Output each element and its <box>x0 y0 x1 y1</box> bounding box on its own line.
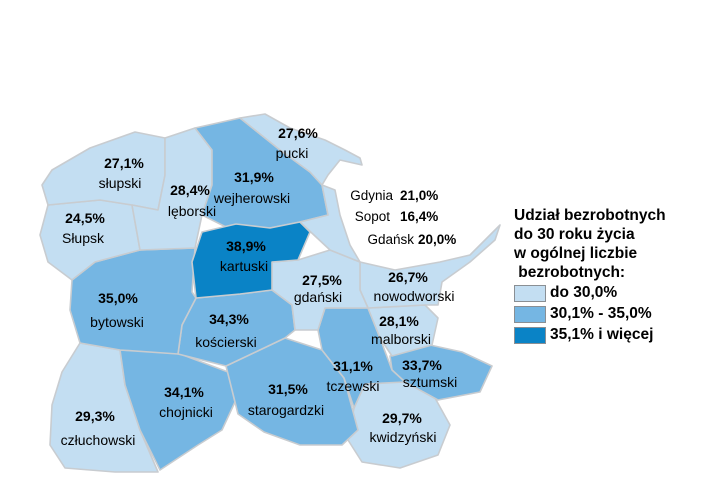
legend-swatch-level3 <box>514 326 546 344</box>
name-bytowski: bytowski <box>90 314 144 330</box>
legend-item: do 30,0% <box>514 283 704 303</box>
value-wejherowski: 31,9% <box>234 169 274 185</box>
region-pucki <box>239 113 363 186</box>
city-name-gdynia: Gdynia <box>350 188 393 203</box>
value-starogardzki: 31,5% <box>268 381 308 397</box>
value-slupsk: 24,5% <box>65 210 105 226</box>
city-name-sopot: Sopot <box>355 209 391 224</box>
value-bytowski: 35,0% <box>98 290 138 306</box>
value-czluchowski: 29,3% <box>75 408 115 424</box>
city-value-gdynia: 21,0% <box>400 188 438 203</box>
name-malborski: malborski <box>371 331 431 347</box>
name-kwidzynski: kwidzyński <box>370 429 437 445</box>
region-slupski <box>41 131 166 211</box>
value-chojnicki: 34,1% <box>164 384 204 400</box>
legend-title: Udział bezrobotnych do 30 roku życia w o… <box>514 206 704 282</box>
name-kartuski: kartuski <box>220 258 268 274</box>
city-value-gdansk: 20,0% <box>418 232 456 247</box>
value-sztumski: 33,7% <box>402 357 442 373</box>
name-czluchowski: człuchowski <box>61 432 136 448</box>
legend-title-line: bezrobotnych: <box>514 264 626 281</box>
region-kartuski <box>191 221 311 299</box>
name-tczewski: tczewski <box>327 378 380 394</box>
value-slupski: 27,1% <box>104 155 144 171</box>
region-gdanski <box>271 249 369 331</box>
value-kartuski: 38,9% <box>226 238 266 254</box>
name-pucki: pucki <box>276 145 309 161</box>
legend: Udział bezrobotnych do 30 roku życia w o… <box>514 206 704 345</box>
value-koscierski: 34,3% <box>209 311 249 327</box>
legend-swatch-level1 <box>514 284 546 302</box>
name-sztumski: sztumski <box>403 374 457 390</box>
name-gdanski: gdański <box>294 289 342 305</box>
legend-label: 35,1% i więcej <box>550 326 654 343</box>
value-gdanski: 27,5% <box>302 272 342 288</box>
legend-title-line: do 30 roku życia <box>514 226 635 243</box>
region-chojnicki <box>119 349 236 471</box>
name-slupski: słupski <box>99 175 142 191</box>
value-kwidzynski: 29,7% <box>382 410 422 426</box>
value-pucki: 27,6% <box>278 125 318 141</box>
name-leborski: lęborski <box>168 203 216 219</box>
value-leborski: 28,4% <box>170 182 210 198</box>
name-slupsk: Słupsk <box>62 230 105 246</box>
name-starogardzki: starogardzki <box>248 402 324 418</box>
value-nowodworski: 26,7% <box>388 269 428 285</box>
region-starogardzki <box>225 337 359 446</box>
region-trojmiasto <box>299 184 361 263</box>
name-wejherowski: wejherowski <box>213 190 290 206</box>
value-tczewski: 31,1% <box>333 358 373 374</box>
legend-label: do 30,0% <box>550 284 618 301</box>
legend-item: 30,1% - 35,0% <box>514 304 704 324</box>
legend-swatch-level2 <box>514 305 546 323</box>
legend-title-line: Udział bezrobotnych <box>514 207 666 224</box>
city-name-gdansk: Gdańsk <box>367 232 414 247</box>
legend-label: 30,1% - 35,0% <box>550 305 652 322</box>
name-koscierski: kościerski <box>195 334 256 350</box>
name-nowodworski: nowodworski <box>374 288 455 304</box>
legend-item: 35,1% i więcej <box>514 325 704 345</box>
value-malborski: 28,1% <box>379 313 419 329</box>
legend-title-line: w ogólnej liczbie <box>514 245 638 262</box>
city-value-sopot: 16,4% <box>400 209 438 224</box>
name-chojnicki: chojnicki <box>159 404 213 420</box>
